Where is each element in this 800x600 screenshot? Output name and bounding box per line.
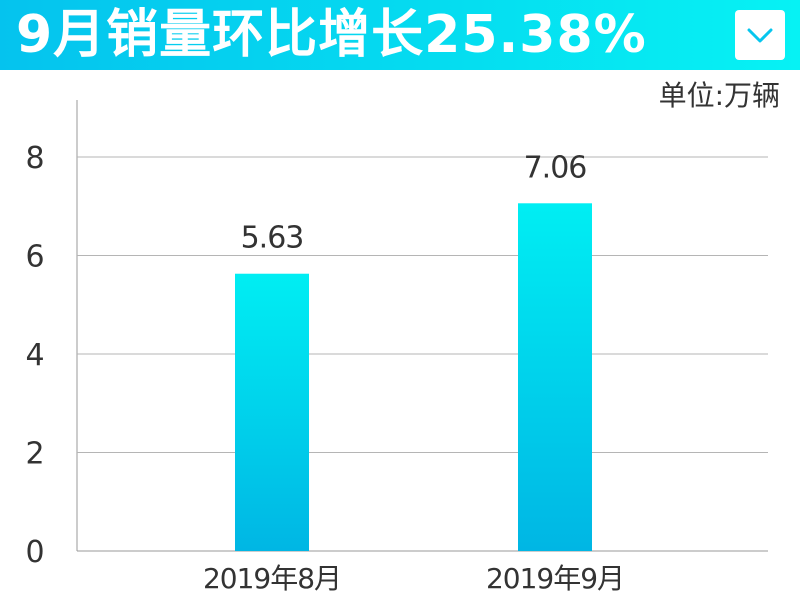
chart-title: 9月销量环比增长25.38% — [16, 5, 647, 65]
data-label: 7.06 — [524, 150, 587, 185]
title-banner: 9月销量环比增长25.38% — [0, 0, 800, 70]
unit-label: 单位:万辆 — [658, 79, 780, 112]
bar — [235, 273, 309, 551]
chevron-down-icon — [747, 28, 773, 43]
x-tick-label: 2019年9月 — [486, 562, 624, 595]
y-tick-label: 0 — [25, 535, 44, 570]
y-tick-label: 8 — [25, 141, 44, 176]
x-tick-label: 2019年8月 — [203, 562, 341, 595]
y-tick-label: 2 — [25, 437, 44, 472]
data-label: 5.63 — [241, 221, 304, 256]
bar — [518, 203, 592, 552]
y-tick-label: 6 — [25, 240, 44, 275]
dropdown-button[interactable] — [735, 10, 785, 60]
y-tick-label: 4 — [25, 338, 44, 373]
